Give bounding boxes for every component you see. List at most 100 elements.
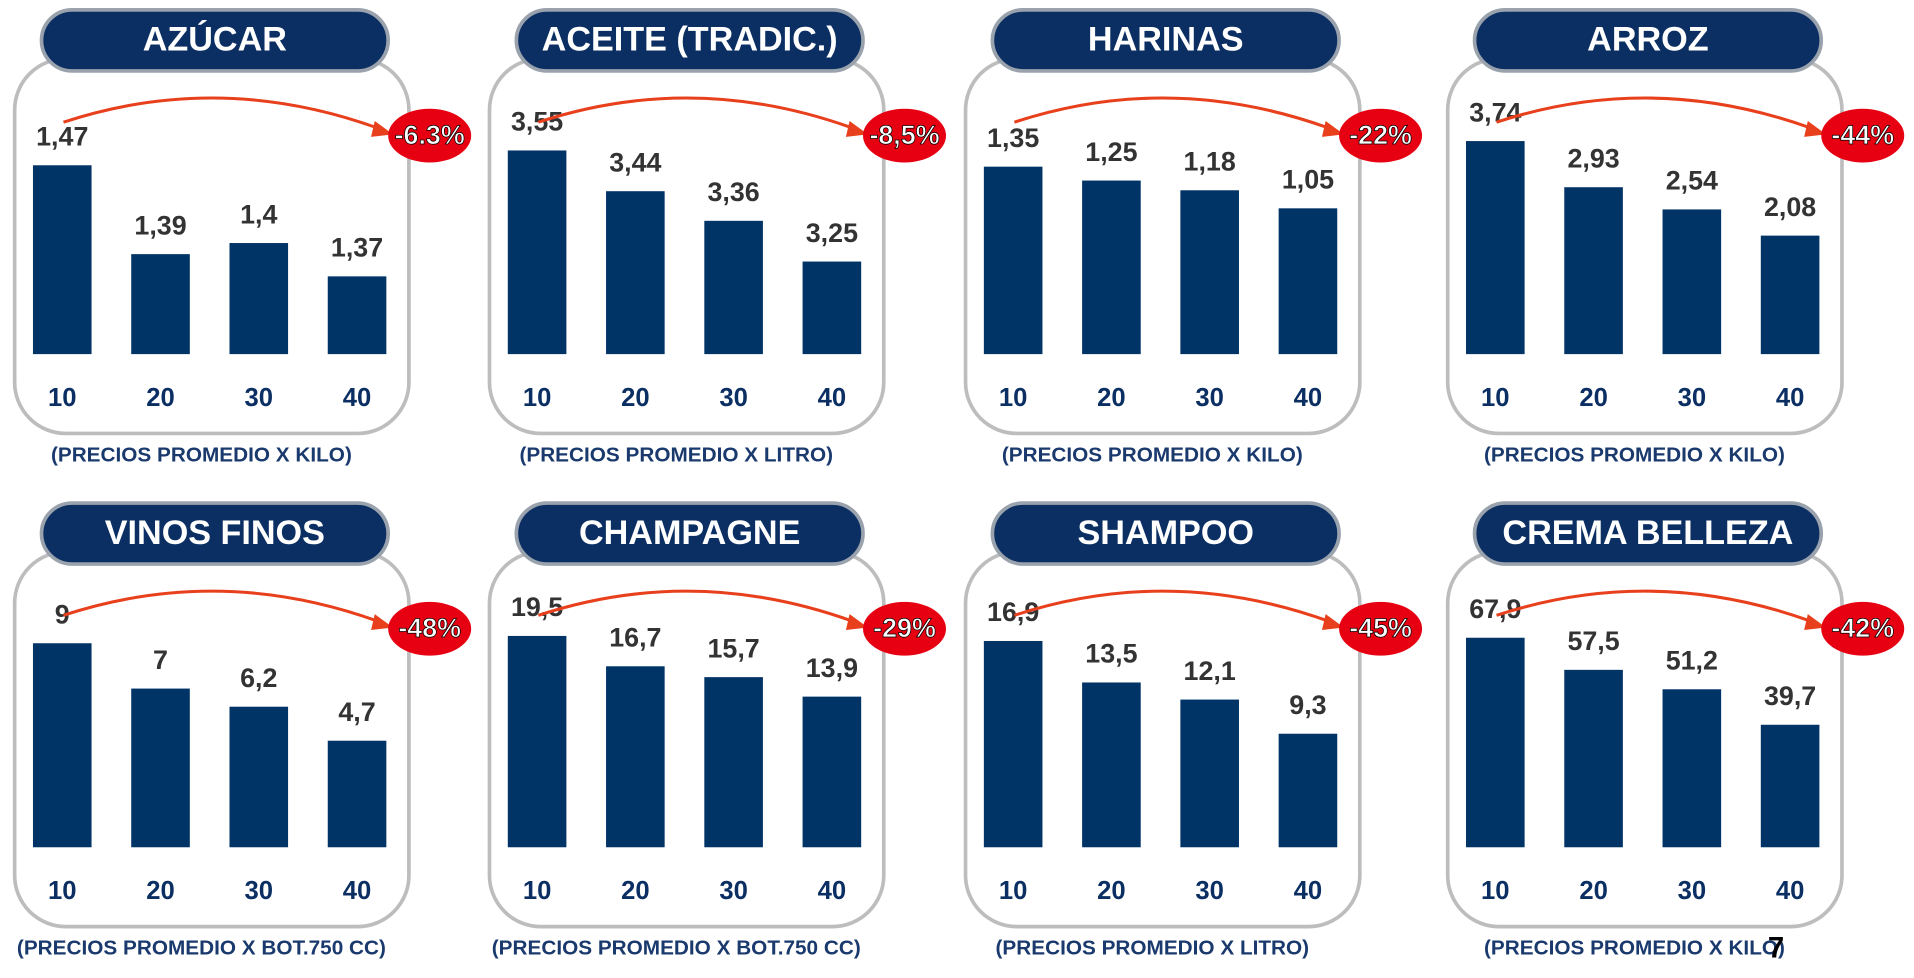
arrow-head [371, 120, 394, 137]
bar [983, 640, 1043, 848]
value-label: 1,39 [134, 210, 186, 240]
bar [1278, 733, 1338, 848]
x-tick-label: 10 [999, 877, 1028, 905]
badge [388, 108, 472, 163]
value-label: 13,5 [1085, 639, 1137, 669]
value-label: 1,4 [240, 199, 277, 229]
x-tick-label: 20 [1097, 384, 1126, 412]
panel: CHAMPAGNE 19,5 10 16,7 20 15,7 30 13,9 40 -29% (PR… [487, 501, 947, 960]
bar [131, 688, 190, 848]
bar [1082, 180, 1141, 355]
bar [229, 706, 289, 848]
x-tick-label: 10 [523, 384, 552, 412]
bar [1662, 209, 1722, 355]
value-label: 9,3 [1289, 690, 1326, 720]
bar [32, 165, 92, 355]
value-label: 16,9 [987, 597, 1039, 627]
annotation: -29% [873, 613, 936, 643]
value-label: 13,9 [806, 653, 858, 683]
bar [507, 635, 567, 848]
title-pill [514, 501, 865, 566]
value-label: 1,05 [1282, 165, 1334, 195]
subtitle: (PRECIOS PROMEDIO X KILO) [1484, 444, 1785, 467]
value-label: 2,93 [1567, 143, 1619, 173]
value-label: 57,5 [1567, 626, 1619, 656]
title-pill [39, 8, 391, 73]
annotation: -22% [1349, 120, 1412, 150]
title-pill [990, 501, 1341, 566]
subtitle-box: (PRECIOS PROMEDIO X BOT.750 CC) [491, 937, 861, 960]
x-tick-label: 30 [1195, 877, 1224, 905]
bar [704, 677, 763, 848]
bar [229, 243, 289, 355]
subtitle-box: (PRECIOS PROMEDIO X LITRO) [996, 938, 1310, 959]
bar [327, 740, 387, 848]
value-label: 4,7 [338, 697, 375, 727]
chart-title: HARINAS [1088, 21, 1244, 59]
trend-arrow [1013, 589, 1330, 623]
badge [388, 601, 472, 656]
value-label: 15,7 [707, 633, 759, 663]
badge [1821, 108, 1905, 163]
annotation: -8,5% [869, 120, 939, 150]
badge [863, 108, 947, 163]
x-tick-label: 20 [621, 384, 650, 412]
x-tick-label: 40 [343, 877, 372, 905]
badge [1339, 601, 1423, 656]
panel: HARINAS 1,35 10 1,25 20 1,18 30 1,05 40 -22% (PREC… [963, 8, 1423, 466]
chart-title: VINOS FINOS [105, 514, 325, 552]
bar [983, 166, 1043, 355]
x-tick-label: 10 [48, 384, 77, 412]
bar [1662, 689, 1722, 848]
value-label: 1,47 [36, 122, 88, 152]
value-label: 9 [55, 599, 70, 629]
panel: SHAMPOO 16,9 10 13,5 20 12,1 30 9,3 40 -45% (PRECI… [963, 501, 1423, 959]
x-tick-label: 40 [343, 384, 372, 412]
subtitle-box: (PRECIOS PROMEDIO X KILO) [1002, 444, 1303, 465]
trend-arrow [1496, 96, 1812, 130]
annotation: -42% [1831, 613, 1894, 643]
value-label: 12,1 [1184, 656, 1236, 686]
x-tick-label: 20 [1579, 877, 1608, 905]
arrow-head [1321, 120, 1344, 137]
badge [863, 601, 947, 656]
arrow-head [845, 120, 868, 137]
bar [606, 666, 665, 848]
x-tick-label: 20 [146, 384, 175, 412]
chart-title: ARROZ [1587, 21, 1708, 59]
title-pill [514, 8, 865, 73]
value-label: 16,7 [609, 623, 661, 653]
x-tick-label: 10 [1481, 384, 1510, 412]
chart-title: CREMA BELLEZA [1502, 514, 1793, 552]
value-label: 39,7 [1764, 681, 1816, 711]
value-label: 3,36 [707, 177, 759, 207]
value-label: 6,2 [240, 663, 277, 693]
bar [327, 276, 387, 355]
title-pill [1472, 501, 1824, 566]
subtitle: (PRECIOS PROMEDIO X BOT.750 CC) [491, 937, 861, 960]
x-tick-label: 40 [1294, 384, 1323, 412]
arrow-head [845, 614, 868, 630]
value-label: 1,18 [1184, 147, 1236, 177]
value-label: 3,44 [609, 147, 661, 177]
title-pill [1472, 8, 1824, 73]
badge [1339, 108, 1423, 163]
value-label: 51,2 [1666, 646, 1718, 676]
x-tick-label: 10 [999, 384, 1028, 412]
bar [606, 191, 665, 355]
bar [1466, 637, 1525, 848]
title-pill [990, 8, 1341, 73]
bar [1760, 724, 1820, 848]
annotation: -48% [398, 613, 461, 643]
bar [704, 220, 763, 355]
subtitle-box: (PRECIOS PROMEDIO X BOT.750 CC) [17, 938, 386, 959]
subtitle-box: (PRECIOS PROMEDIO X KILO) [1484, 444, 1785, 467]
trend-arrow [537, 96, 854, 130]
chart-title: AZÚCAR [143, 19, 287, 59]
x-tick-label: 30 [719, 384, 748, 412]
arrow-head [1321, 614, 1344, 630]
title-pill [39, 501, 391, 566]
trend-arrow [62, 589, 379, 623]
value-label: 7 [153, 645, 168, 675]
bar [131, 254, 190, 355]
